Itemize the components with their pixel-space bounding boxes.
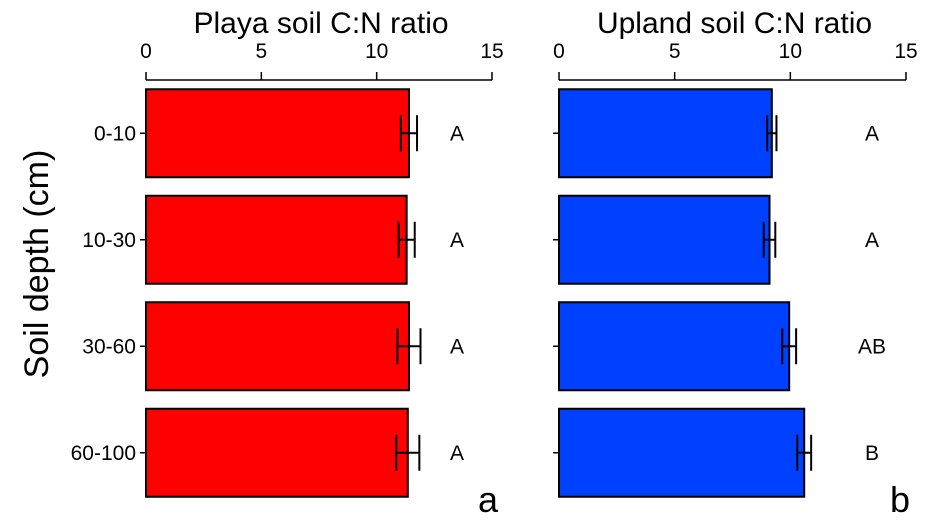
category-label: 30-60 xyxy=(82,335,136,358)
bar xyxy=(558,407,806,498)
x-tick-label: 5 xyxy=(255,40,267,63)
bar xyxy=(145,301,410,392)
panel-label: b xyxy=(890,479,910,520)
significance-label: A xyxy=(450,122,464,145)
significance-label: A xyxy=(865,229,879,252)
significance-label: AB xyxy=(858,335,886,358)
x-tick-label: 10 xyxy=(365,40,388,63)
bar xyxy=(145,194,408,285)
bar xyxy=(145,88,410,179)
panel-title: Upland soil C:N ratio xyxy=(597,7,872,40)
x-tick-label: 5 xyxy=(669,40,681,63)
category-label: 10-30 xyxy=(82,229,136,252)
bar xyxy=(558,88,773,179)
panel-a: Playa soil C:N ratio 0 5 10 15 0-10 A 10-30 A 30-… xyxy=(71,7,504,520)
panel-title: Playa soil C:N ratio xyxy=(193,7,448,40)
significance-label: A xyxy=(450,442,464,465)
bar xyxy=(558,194,771,285)
significance-label: B xyxy=(865,442,879,465)
significance-label: A xyxy=(865,122,879,145)
x-tick-label: 0 xyxy=(553,40,565,63)
bar xyxy=(145,407,409,498)
panel-b: Upland soil C:N ratio 0 5 10 15 A A AB Bb xyxy=(553,7,918,520)
x-tick-label: 15 xyxy=(894,40,917,63)
bar xyxy=(558,301,791,392)
chart-panels: Playa soil C:N ratio 0 5 10 15 0-10 A 10-30 A 30-… xyxy=(71,7,918,520)
panel-label: a xyxy=(478,479,499,520)
x-tick-label: 0 xyxy=(140,40,152,63)
y-axis-label: Soil depth (cm) xyxy=(18,150,56,379)
category-label: 60-100 xyxy=(71,442,136,465)
x-tick-label: 10 xyxy=(779,40,802,63)
significance-label: A xyxy=(450,229,464,252)
x-tick-label: 15 xyxy=(480,40,503,63)
category-label: 0-10 xyxy=(94,122,136,145)
significance-label: A xyxy=(450,335,464,358)
